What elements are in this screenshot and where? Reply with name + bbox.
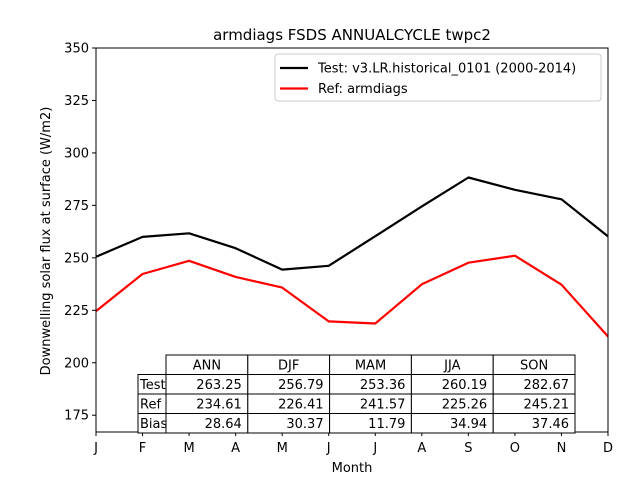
table-value-2-3: 34.94: [450, 417, 487, 432]
y-tick-label-250: 250: [64, 251, 89, 266]
x-tick-label-5: J: [326, 441, 331, 456]
table-value-0-2: 253.36: [360, 378, 406, 393]
table-value-0-1: 256.79: [278, 378, 324, 393]
table-cell-2-4: [492, 413, 576, 434]
table-value-1-3: 225.26: [442, 398, 488, 413]
x-axis-label: Month: [332, 461, 373, 476]
x-tick-label-6: J: [372, 441, 377, 456]
y-tick-label-175: 175: [64, 409, 89, 424]
table-value-0-0: 263.25: [196, 378, 242, 393]
y-axis-label: Downwelling solar flux at surface (W/m2): [39, 107, 54, 376]
legend-label-1: Ref: armdiags: [318, 82, 408, 97]
table-value-1-2: 241.57: [360, 398, 406, 413]
table-value-1-4: 245.21: [524, 398, 570, 413]
stats-table: ANN DJF MAM JJA SON Test 263.25 256.79 253.36 260…: [137, 354, 576, 434]
x-tick-label-7: A: [417, 441, 426, 456]
series-line-1: [95, 254, 609, 338]
table-row-label-bias: Bias: [140, 417, 167, 432]
x-tick-label-1: F: [139, 441, 146, 456]
x-tick-label-3: A: [231, 441, 240, 456]
table-value-2-4: 37.46: [532, 417, 569, 432]
legend: Test: v3.LR.historical_0101 (2000-2014) R…: [274, 53, 602, 102]
table-header-jja: JJA: [443, 359, 460, 374]
chart-title: armdiags FSDS ANNUALCYCLE twpc2: [213, 26, 491, 44]
table-value-1-0: 234.61: [196, 398, 242, 413]
series-line-0: [95, 176, 609, 271]
x-tick-label-8: S: [464, 441, 472, 456]
x-tick-label-11: D: [603, 441, 613, 456]
y-tick-label-200: 200: [64, 356, 89, 371]
y-tick-label-275: 275: [64, 199, 89, 214]
x-tick-label-2: M: [183, 441, 194, 456]
table-value-2-2: 11.79: [368, 417, 405, 432]
table-value-0-3: 260.19: [442, 378, 488, 393]
legend-label-0: Test: v3.LR.historical_0101 (2000-2014): [317, 62, 576, 77]
y-tick-label-225: 225: [64, 304, 89, 319]
plot-area: [95, 176, 609, 338]
table-value-0-4: 282.67: [524, 378, 570, 393]
table-header-son: SON: [520, 359, 548, 374]
table-header-djf: DJF: [278, 359, 299, 374]
x-tick-label-0: J: [93, 441, 98, 456]
legend-box: [274, 53, 602, 102]
table-header-mam: MAM: [355, 359, 386, 374]
table-row-label-ref: Ref: [140, 398, 161, 413]
x-tick-label-9: O: [510, 441, 520, 456]
x-tick-label-4: M: [277, 441, 288, 456]
y-tick-label-325: 325: [64, 94, 89, 109]
x-tick-label-10: N: [557, 441, 567, 456]
y-tick-label-300: 300: [64, 146, 89, 161]
table-header-ann: ANN: [193, 359, 221, 374]
table-value-2-1: 30.37: [286, 417, 323, 432]
table-value-2-0: 28.64: [205, 417, 242, 432]
table-value-1-1: 226.41: [278, 398, 324, 413]
table-row-label-test: Test: [139, 378, 166, 393]
y-tick-label-350: 350: [64, 42, 89, 57]
